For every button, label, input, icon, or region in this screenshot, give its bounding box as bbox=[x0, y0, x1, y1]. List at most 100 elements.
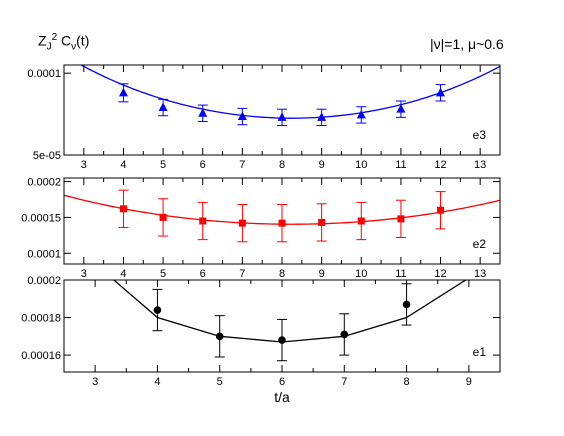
data-point bbox=[356, 201, 367, 241]
data-point bbox=[158, 98, 169, 117]
data-point bbox=[118, 189, 129, 228]
square-marker bbox=[437, 206, 445, 214]
ylabel-arg: (t) bbox=[76, 32, 90, 49]
x-tick-label: 11 bbox=[395, 159, 406, 171]
data-point bbox=[214, 315, 225, 358]
x-tick-label: 11 bbox=[395, 268, 406, 280]
data-point bbox=[158, 198, 169, 237]
triangle-marker bbox=[396, 104, 406, 113]
data-point bbox=[277, 108, 287, 127]
ylabel-nu: ν bbox=[71, 41, 77, 53]
circle-marker bbox=[153, 306, 162, 314]
x-tick-label: 4 bbox=[120, 159, 126, 171]
panel-frame bbox=[63, 177, 501, 265]
square-marker bbox=[238, 219, 246, 227]
x-tick-label: 3 bbox=[92, 376, 98, 388]
data-point bbox=[277, 204, 287, 243]
x-tick-label: 6 bbox=[279, 376, 285, 388]
panel-label: e3 bbox=[473, 128, 487, 142]
y-axis-title: ZJ2 Cν(t) bbox=[38, 32, 89, 52]
y-tick-label: 0.0002 bbox=[27, 177, 61, 189]
x-tick-label: 10 bbox=[355, 268, 367, 280]
x-tick-label: 8 bbox=[279, 159, 285, 171]
data-point bbox=[197, 201, 208, 241]
ylabel-z-sup: 2 bbox=[51, 32, 58, 43]
data-point bbox=[237, 107, 248, 126]
triangle-marker bbox=[158, 102, 168, 112]
circle-marker bbox=[340, 330, 349, 339]
y-tick-label: 0.00018 bbox=[21, 313, 61, 325]
ylabel-z-sub: J bbox=[46, 41, 52, 53]
x-tick-label: 5 bbox=[160, 159, 166, 171]
x-tick-label: 9 bbox=[319, 268, 325, 280]
triangle-marker bbox=[436, 87, 446, 97]
data-point bbox=[277, 318, 287, 362]
triangle-marker bbox=[277, 112, 287, 121]
x-tick-label: 4 bbox=[120, 268, 126, 280]
panel-e2: 3 4 5 6 7 8 9 10 11 12 13 0.0001 0.00015 0.0002 e2 bbox=[21, 177, 501, 280]
x-tick-label: 3 bbox=[81, 159, 87, 171]
x-tick-label: 13 bbox=[474, 159, 486, 171]
x-tick-label: 6 bbox=[200, 159, 206, 171]
data-point bbox=[395, 100, 406, 118]
panel-label: e1 bbox=[473, 345, 487, 359]
panel-label: e2 bbox=[473, 237, 487, 251]
x-tick-label: 8 bbox=[279, 268, 285, 280]
panel-frame bbox=[63, 279, 501, 373]
y-tick-label: 0.00015 bbox=[21, 212, 61, 224]
circle-marker bbox=[215, 332, 224, 341]
data-point bbox=[435, 191, 446, 230]
x-tick-label: 4 bbox=[154, 376, 160, 388]
data-point bbox=[152, 288, 163, 332]
triangle-marker bbox=[356, 109, 366, 119]
x-tick-label: 3 bbox=[81, 268, 87, 280]
x-tick-label: 9 bbox=[466, 376, 472, 388]
square-marker bbox=[357, 217, 365, 225]
parameter-label: |ν|=1, μ~0.6 bbox=[430, 36, 504, 52]
square-marker bbox=[397, 215, 405, 223]
square-marker bbox=[278, 219, 286, 227]
y-tick-label: 5e-05 bbox=[33, 150, 61, 162]
x-tick-label: 12 bbox=[434, 268, 446, 280]
data-point bbox=[316, 108, 327, 127]
triangle-marker bbox=[317, 112, 327, 121]
triangle-marker bbox=[237, 111, 247, 121]
x-tick-label: 7 bbox=[239, 268, 245, 280]
data-point bbox=[316, 203, 327, 242]
data-point bbox=[395, 199, 406, 238]
x-tick-label: 9 bbox=[319, 159, 325, 171]
y-tick-label: 0.0002 bbox=[27, 275, 61, 287]
x-tick-label: 5 bbox=[160, 268, 166, 280]
x-tick-label: 7 bbox=[239, 159, 245, 171]
circle-marker bbox=[278, 336, 286, 344]
square-marker bbox=[119, 205, 127, 213]
x-tick-label: 12 bbox=[434, 159, 446, 171]
data-point bbox=[401, 283, 412, 326]
square-marker bbox=[318, 218, 326, 226]
x-tick-label: 5 bbox=[217, 376, 223, 388]
x-tick-label: 8 bbox=[404, 376, 410, 388]
panel-e1: 3 4 5 6 7 8 9 0.00016 0.00018 0.0002 e1 t/a bbox=[21, 275, 501, 405]
data-point bbox=[339, 313, 350, 356]
fit-curve bbox=[113, 280, 467, 343]
panel-frame bbox=[63, 64, 501, 156]
square-marker bbox=[199, 217, 207, 225]
ylabel-c: C bbox=[61, 32, 72, 49]
panel-e3: 3 4 5 6 7 8 9 10 11 12 13 5e-05 0.0001 e3 bbox=[27, 64, 501, 171]
x-axis-title: t/a bbox=[274, 389, 290, 405]
y-tick-label: 0.00016 bbox=[21, 350, 61, 362]
x-tick-label: 6 bbox=[200, 268, 206, 280]
triangle-marker bbox=[118, 87, 128, 97]
data-point bbox=[197, 104, 208, 122]
data-point bbox=[435, 84, 446, 102]
square-marker bbox=[159, 213, 167, 221]
x-tick-label: 7 bbox=[341, 376, 347, 388]
y-tick-label: 0.0001 bbox=[27, 68, 61, 80]
circle-marker bbox=[402, 300, 411, 309]
y-tick-label: 0.0001 bbox=[27, 248, 61, 260]
ylabel-z: Z bbox=[38, 32, 47, 49]
data-point bbox=[118, 83, 129, 103]
x-tick-label: 13 bbox=[474, 268, 486, 280]
data-point bbox=[356, 106, 367, 124]
